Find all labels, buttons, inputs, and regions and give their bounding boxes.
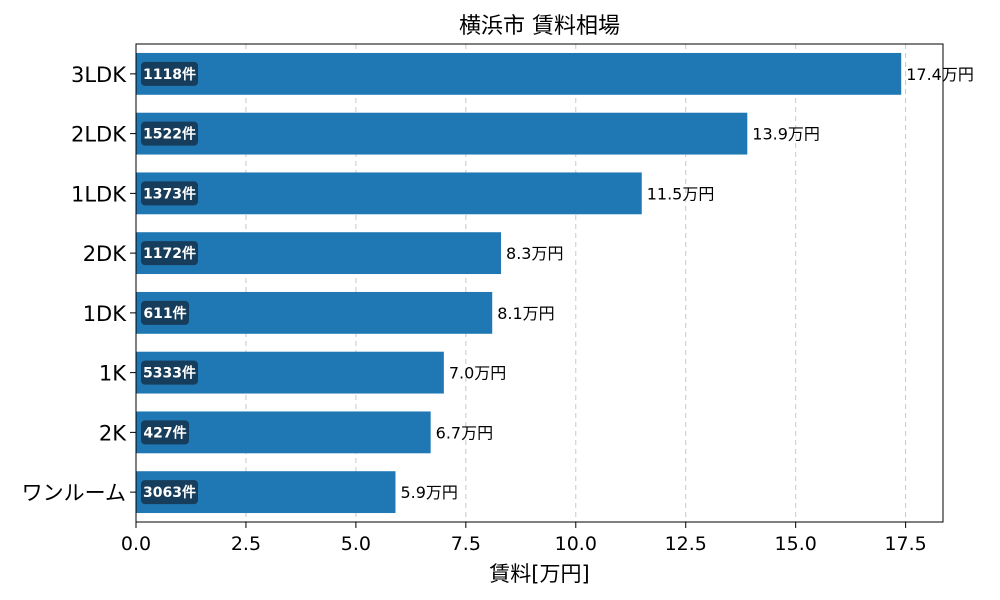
chart-title: 横浜市 賃料相場	[459, 14, 620, 39]
count-label: 1172件	[143, 245, 196, 262]
value-label: 13.9万円	[752, 125, 820, 144]
value-label: 11.5万円	[647, 184, 715, 203]
x-tick-label: 7.5	[451, 533, 481, 555]
bars: 17.4万円 1118件 13.9万円 1522件 11.5万円 1373件 8.3万円 11…	[136, 52, 974, 514]
count-badge	[141, 420, 189, 445]
value-label: 8.3万円	[506, 244, 563, 263]
y-tick-label: 1DK	[83, 302, 128, 326]
value-label: 5.9万円	[400, 483, 457, 502]
y-tick-label: 2DK	[83, 242, 128, 266]
count-badge	[141, 121, 198, 146]
count-badge	[141, 241, 198, 266]
x-tick-label: 12.5	[665, 533, 707, 555]
plot-frame	[135, 43, 944, 523]
count-label: 1373件	[143, 185, 196, 202]
value-label: 8.1万円	[497, 304, 554, 323]
x-tick-label: 17.5	[884, 533, 926, 555]
x-tick-label: 15.0	[775, 533, 817, 555]
bar	[136, 172, 642, 215]
value-label: 7.0万円	[449, 364, 506, 383]
value-label: 6.7万円	[436, 423, 493, 442]
count-label: 1118件	[143, 66, 196, 83]
x-axis-label: 賃料[万円]	[489, 562, 589, 586]
y-tick-label: 3LDK	[71, 63, 127, 87]
count-label: 427件	[143, 424, 186, 441]
y-tick-label: 1LDK	[71, 182, 127, 206]
count-label: 3063件	[143, 484, 196, 501]
value-label: 17.4万円	[906, 65, 974, 84]
count-label: 5333件	[143, 365, 196, 382]
x-axis-ticks: 0.0 2.5 5.0 7.5 10.0 12.5 15.0 17.5	[121, 522, 927, 555]
x-tick-label: 5.0	[341, 533, 371, 555]
bar	[136, 112, 748, 155]
count-badge	[141, 480, 198, 505]
count-badge	[141, 181, 198, 206]
y-tick-label: 1K	[99, 362, 127, 386]
y-axis-ticks: 3LDK 2LDK 1LDK 2DK 1DK 1K 2K ワンルーム	[22, 63, 136, 505]
count-label: 1522件	[143, 126, 196, 143]
count-badge	[141, 61, 198, 86]
y-tick-label: ワンルーム	[22, 481, 126, 505]
bar	[136, 52, 902, 95]
count-label: 611件	[143, 305, 186, 322]
x-tick-label: 2.5	[231, 533, 261, 555]
x-tick-label: 10.0	[555, 533, 597, 555]
bar	[136, 291, 493, 334]
y-tick-label: 2K	[99, 421, 127, 445]
count-badge	[141, 300, 189, 325]
x-tick-label: 0.0	[121, 533, 151, 555]
count-badge	[141, 360, 198, 385]
y-tick-label: 2LDK	[71, 123, 127, 147]
